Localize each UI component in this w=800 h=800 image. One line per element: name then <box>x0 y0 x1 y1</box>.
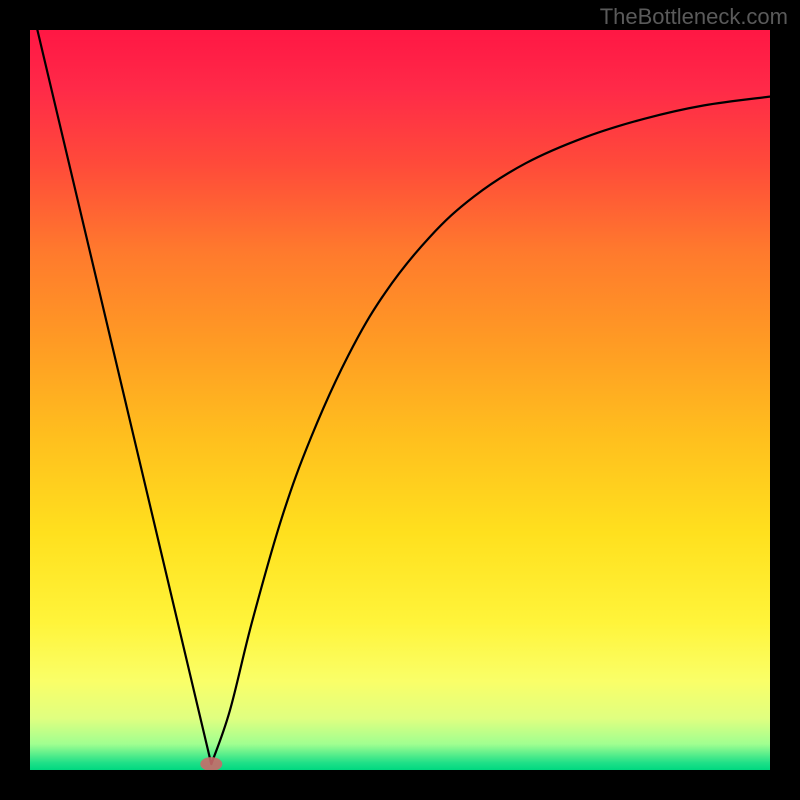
chart-border <box>770 0 800 800</box>
plot-background <box>30 30 770 770</box>
chart-border <box>0 0 30 800</box>
bottleneck-chart <box>0 0 800 800</box>
minimum-marker <box>200 757 222 771</box>
attribution-label: TheBottleneck.com <box>600 4 788 30</box>
chart-container: TheBottleneck.com <box>0 0 800 800</box>
chart-border <box>0 770 800 800</box>
